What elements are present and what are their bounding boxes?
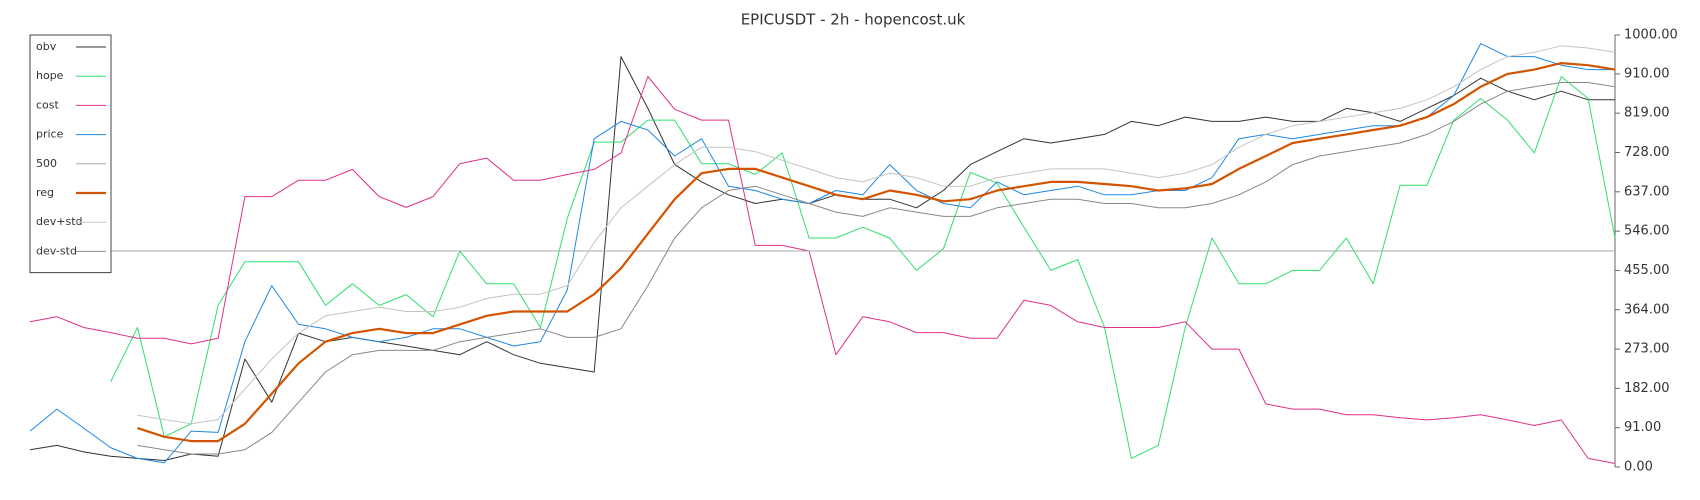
y-tick-label: 637.00 [1624,184,1670,199]
y-tick-label: 455.00 [1624,263,1670,278]
legend-box [29,34,112,274]
legend-label: hope [36,69,64,82]
series-line [29,56,1615,461]
series-line [110,76,1616,459]
legend-label: price [36,128,64,141]
y-tick-label: 0.00 [1624,460,1653,475]
legend-label: 500 [36,157,57,170]
y-tick-label: 364.00 [1624,302,1670,317]
legend-label: dev+std [36,215,83,228]
y-tick-label: 728.00 [1624,145,1670,160]
y-tick-label: 91.00 [1624,420,1661,435]
y-tick-label: 819.00 [1624,106,1670,121]
y-tick-label: 546.00 [1624,224,1670,239]
legend-label: reg [36,186,54,199]
y-tick-label: 1000.00 [1624,28,1678,43]
series-line [29,43,1615,464]
series-line [137,45,1616,425]
y-tick-label: 910.00 [1624,66,1670,81]
legend-label: obv [36,40,57,53]
legend-label: dev-std [36,244,77,257]
series-line [137,62,1616,443]
series-line [29,76,1616,464]
legend-label: cost [36,98,60,111]
chart-title: EPICUSDT - 2h - hopencost.uk [741,11,966,29]
y-tick-label: 182.00 [1624,381,1670,396]
y-tick-label: 273.00 [1624,342,1670,357]
series-line [137,82,1616,455]
